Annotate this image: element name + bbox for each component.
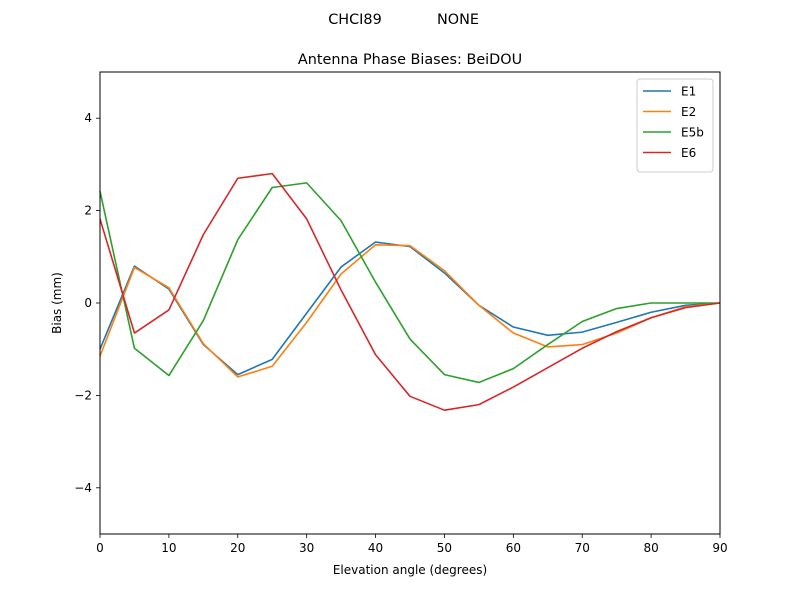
suptitle-left: CHCI89: [328, 12, 381, 28]
legend-label: E5b: [681, 126, 704, 140]
y-tick-label: −4: [74, 481, 92, 495]
chart-title: Antenna Phase Biases: BeiDOU: [298, 52, 522, 68]
legend-label: E2: [681, 105, 696, 119]
y-tick-label: 2: [84, 204, 92, 218]
y-axis-label: Bias (mm): [50, 272, 64, 334]
legend-box: [636, 78, 714, 173]
plot-area: [99, 172, 721, 411]
x-axis: 0 10 20 30 40 50 60 70 80 90: [96, 534, 728, 555]
x-tick-label: 70: [575, 541, 590, 555]
series-line-e1: [99, 241, 721, 376]
x-axis-label: Elevation angle (degrees): [333, 563, 487, 577]
x-tick-label: 50: [437, 541, 452, 555]
legend-label: E1: [681, 85, 696, 99]
legend: E1 E2 E5b E6: [636, 78, 714, 173]
y-tick-label: 4: [84, 111, 92, 125]
y-axis: −4 −2 0 2 4: [74, 111, 100, 495]
legend-label: E6: [681, 146, 696, 160]
x-tick-label: 80: [643, 541, 658, 555]
x-tick-label: 0: [96, 541, 104, 555]
series-line-e5b: [99, 182, 720, 384]
x-tick-label: 40: [368, 541, 383, 555]
series-line-e6: [99, 172, 721, 411]
y-tick-label: −2: [74, 388, 92, 402]
x-tick-label: 20: [230, 541, 245, 555]
series-line-e2: [99, 243, 721, 378]
suptitle-right: NONE: [437, 12, 479, 28]
x-tick-label: 30: [299, 541, 314, 555]
y-tick-label: 0: [84, 296, 92, 310]
x-tick-label: 10: [161, 541, 176, 555]
axes-frame: [99, 71, 721, 535]
x-tick-label: 90: [712, 541, 727, 555]
x-tick-label: 60: [506, 541, 521, 555]
